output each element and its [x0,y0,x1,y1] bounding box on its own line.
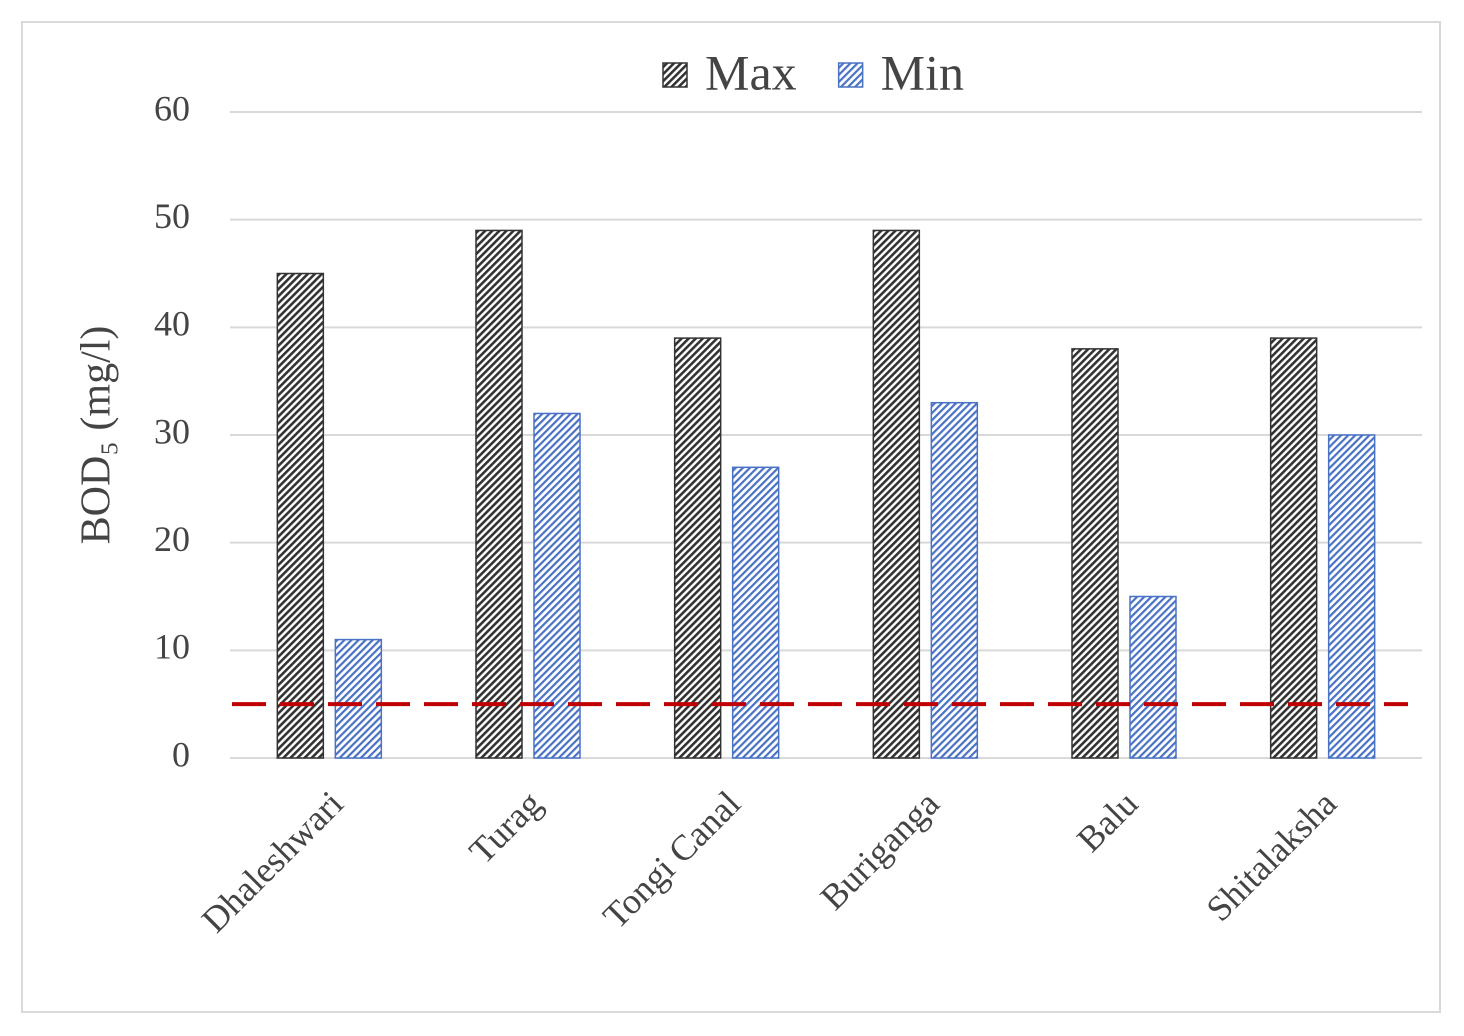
bar [1327,434,1376,759]
legend-swatch [662,62,688,88]
y-tick-label: 30 [154,411,190,451]
bar [276,272,325,759]
y-tick-label: 60 [154,88,190,128]
legend-swatch [837,62,864,88]
bar [475,229,523,759]
bar [673,337,722,759]
bar [731,466,780,759]
chart-frame [21,21,1441,1013]
y-tick-label: 50 [154,196,190,236]
y-axis-title: BOD₅ (mg/l) [74,326,120,545]
y-tick-label: 10 [154,627,190,667]
y-tick-label: 20 [154,519,190,559]
bar [1129,595,1177,759]
y-tick-label: 0 [172,734,190,774]
bar [1269,337,1318,759]
legend-label: Min [881,44,964,100]
legend-label: Max [705,44,797,100]
bar [533,412,581,759]
bar [930,401,979,759]
y-tick-label: 40 [154,304,190,344]
bar [872,229,921,759]
bar [334,638,383,759]
bar [1071,348,1119,759]
